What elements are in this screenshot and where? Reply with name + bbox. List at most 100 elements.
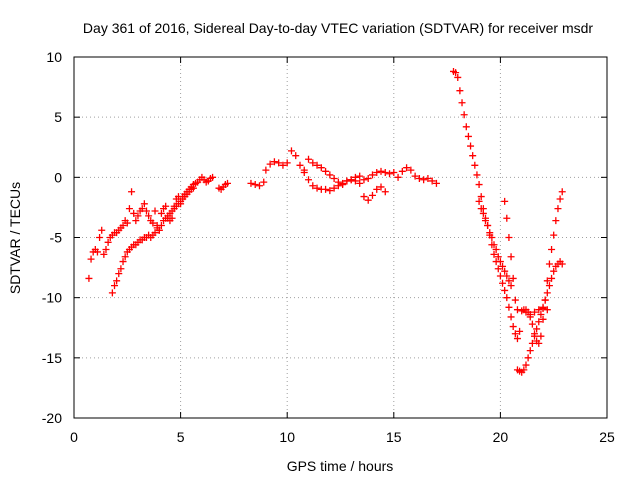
data-point <box>262 166 270 174</box>
data-point <box>454 73 462 81</box>
data-point <box>490 250 498 258</box>
data-point <box>356 172 364 180</box>
data-point <box>539 304 547 312</box>
x-axis-label: GPS time / hours <box>287 458 394 474</box>
data-point <box>113 277 121 285</box>
data-point <box>458 99 466 107</box>
data-point <box>270 158 278 166</box>
data-point <box>539 315 547 323</box>
data-point <box>558 188 566 196</box>
data-point <box>464 132 472 140</box>
y-tick-labels: 10 5 0 -5 -10 -15 -20 <box>42 49 62 426</box>
series-7 <box>501 197 519 304</box>
data-point <box>479 209 487 217</box>
y-tick-label: -20 <box>42 410 62 426</box>
data-point <box>528 339 536 347</box>
data-point <box>287 147 295 155</box>
data-point <box>134 212 142 220</box>
data-point <box>507 282 515 290</box>
data-point <box>98 226 106 234</box>
data-point <box>394 173 402 181</box>
data-point <box>108 289 116 297</box>
data-point <box>528 320 536 328</box>
data-point <box>501 267 509 275</box>
y-tick-label: 0 <box>54 169 62 185</box>
data-point <box>481 217 489 225</box>
data-point <box>330 175 338 183</box>
data-point <box>305 155 313 163</box>
data-point <box>377 167 385 175</box>
data-point <box>509 274 517 282</box>
data-point <box>505 277 513 285</box>
data-point <box>473 171 481 179</box>
data-point <box>130 209 138 217</box>
data-point <box>411 172 419 180</box>
data-point <box>121 253 129 261</box>
data-point <box>548 274 556 282</box>
data-point <box>100 250 108 258</box>
data-point <box>151 207 159 215</box>
data-point <box>343 177 351 185</box>
data-point <box>283 159 291 167</box>
data-point <box>494 265 502 273</box>
data-point <box>403 164 411 172</box>
data-point <box>475 181 483 189</box>
data-point <box>420 176 428 184</box>
data-points <box>85 67 566 376</box>
data-point <box>309 159 317 167</box>
series-3 <box>215 147 440 193</box>
data-point <box>125 205 133 213</box>
data-point <box>251 181 259 189</box>
data-point <box>428 177 436 185</box>
data-point <box>300 166 308 174</box>
data-point <box>326 171 334 179</box>
data-point <box>477 193 485 201</box>
data-point <box>503 214 511 222</box>
data-point <box>535 306 543 314</box>
grid-lines <box>74 57 607 418</box>
data-point <box>313 184 321 192</box>
series-2 <box>108 184 197 297</box>
data-point <box>145 212 153 220</box>
data-point <box>292 152 300 160</box>
data-point <box>339 179 347 187</box>
data-point <box>486 229 494 237</box>
data-point <box>496 272 504 280</box>
x-tick-labels: 0 5 10 15 20 25 <box>70 429 615 445</box>
data-point <box>255 182 263 190</box>
data-point <box>102 246 110 254</box>
data-point <box>452 69 460 77</box>
data-point <box>424 175 432 183</box>
data-point <box>509 323 517 331</box>
data-point <box>494 253 502 261</box>
data-point <box>407 166 415 174</box>
series-4 <box>300 166 389 204</box>
x-tick-label: 0 <box>70 429 78 445</box>
data-point <box>93 248 101 256</box>
data-point <box>501 197 509 205</box>
data-point <box>155 226 163 234</box>
data-point <box>526 347 534 355</box>
data-point <box>209 173 217 181</box>
data-point <box>462 123 470 131</box>
data-point <box>507 253 515 261</box>
data-point <box>484 221 492 229</box>
data-point <box>475 197 483 205</box>
data-point <box>266 160 274 168</box>
data-point <box>373 169 381 177</box>
data-point <box>351 177 359 185</box>
data-point <box>460 111 468 119</box>
data-point <box>117 265 125 273</box>
data-point <box>368 191 376 199</box>
data-point <box>488 234 496 241</box>
data-point <box>162 202 170 210</box>
data-point <box>364 175 372 183</box>
data-point <box>415 175 423 183</box>
data-point <box>368 171 376 179</box>
axis-ticks <box>73 56 608 419</box>
data-point <box>526 311 534 319</box>
data-point <box>356 179 364 187</box>
y-tick-label: -15 <box>42 350 62 366</box>
data-point <box>296 161 304 169</box>
